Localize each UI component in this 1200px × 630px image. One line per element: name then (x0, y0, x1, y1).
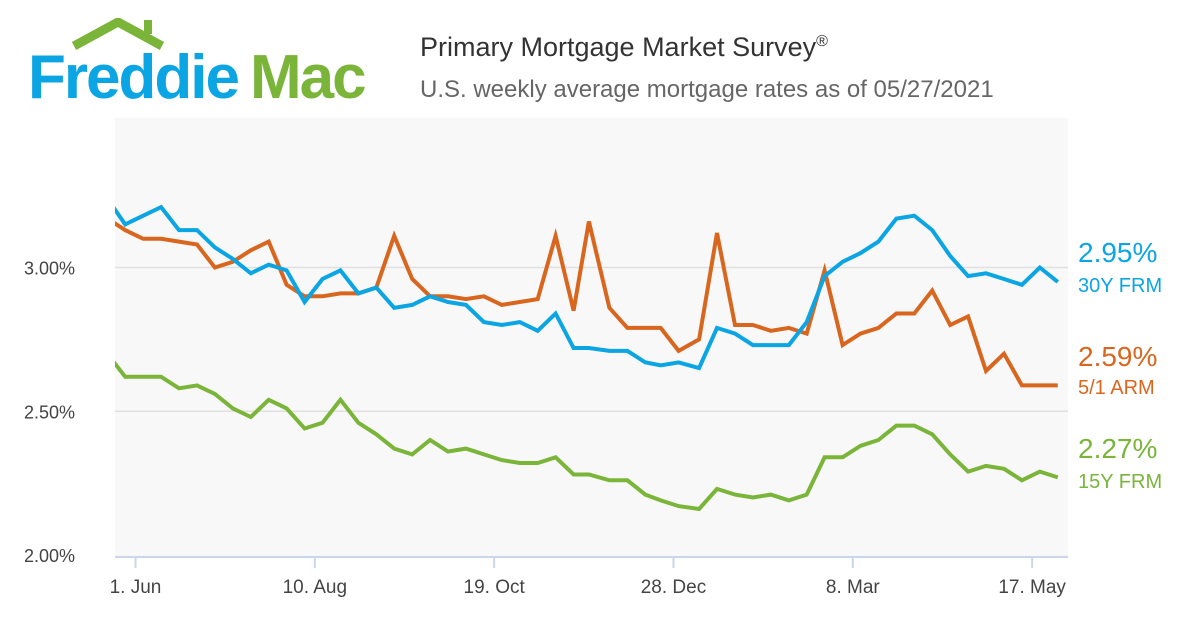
logo-text-freddie: Freddie (28, 43, 238, 108)
x-tick-label: 10. Aug (283, 577, 347, 598)
y-tick-label: 2.50% (24, 402, 75, 422)
y-tick-label: 3.00% (24, 259, 75, 279)
series-line-15y-frm (115, 360, 1059, 512)
x-tick-label: 28. Dec (641, 577, 706, 598)
latest-value-15y-frm: 2.27% (1078, 433, 1157, 464)
plot-background (115, 118, 1068, 558)
series-line-5-1-arm (115, 221, 1058, 388)
series-label-15y-frm: 15Y FRM (1078, 471, 1162, 493)
latest-value-30y-frm: 2.95% (1078, 237, 1157, 268)
logo-text-mac: Mac (250, 43, 365, 108)
x-tick-label: 19. Oct (464, 577, 526, 598)
x-tick-label: 17. May (998, 577, 1066, 598)
series-line-30y-frm (115, 204, 1060, 371)
x-tick-label: 8. Mar (826, 577, 881, 598)
registered-mark: ® (816, 33, 828, 50)
chart-title: Primary Mortgage Market Survey® (420, 32, 828, 62)
y-tick-label: 2.00% (24, 546, 75, 566)
series-label-30y-frm: 30Y FRM (1078, 275, 1162, 297)
latest-value-5-1-arm: 2.59% (1078, 341, 1157, 372)
series-label-5-1-arm: 5/1 ARM (1078, 377, 1155, 399)
x-tick-label: 1. Jun (110, 577, 162, 598)
freddie-mac-logo: Freddie Mac (28, 18, 367, 108)
chart-subtitle: U.S. weekly average mortgage rates as of… (420, 76, 994, 103)
